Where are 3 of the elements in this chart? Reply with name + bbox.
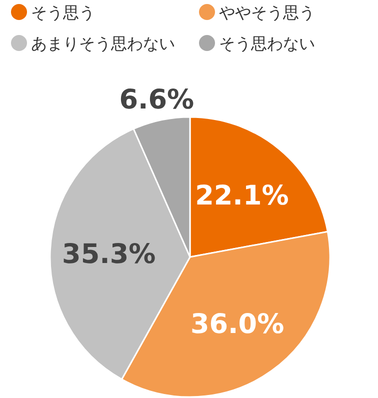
legend-label: そう思わない bbox=[219, 34, 315, 53]
legend-label: ややそう思う bbox=[219, 3, 315, 22]
legend-label: そう思う bbox=[31, 3, 95, 22]
